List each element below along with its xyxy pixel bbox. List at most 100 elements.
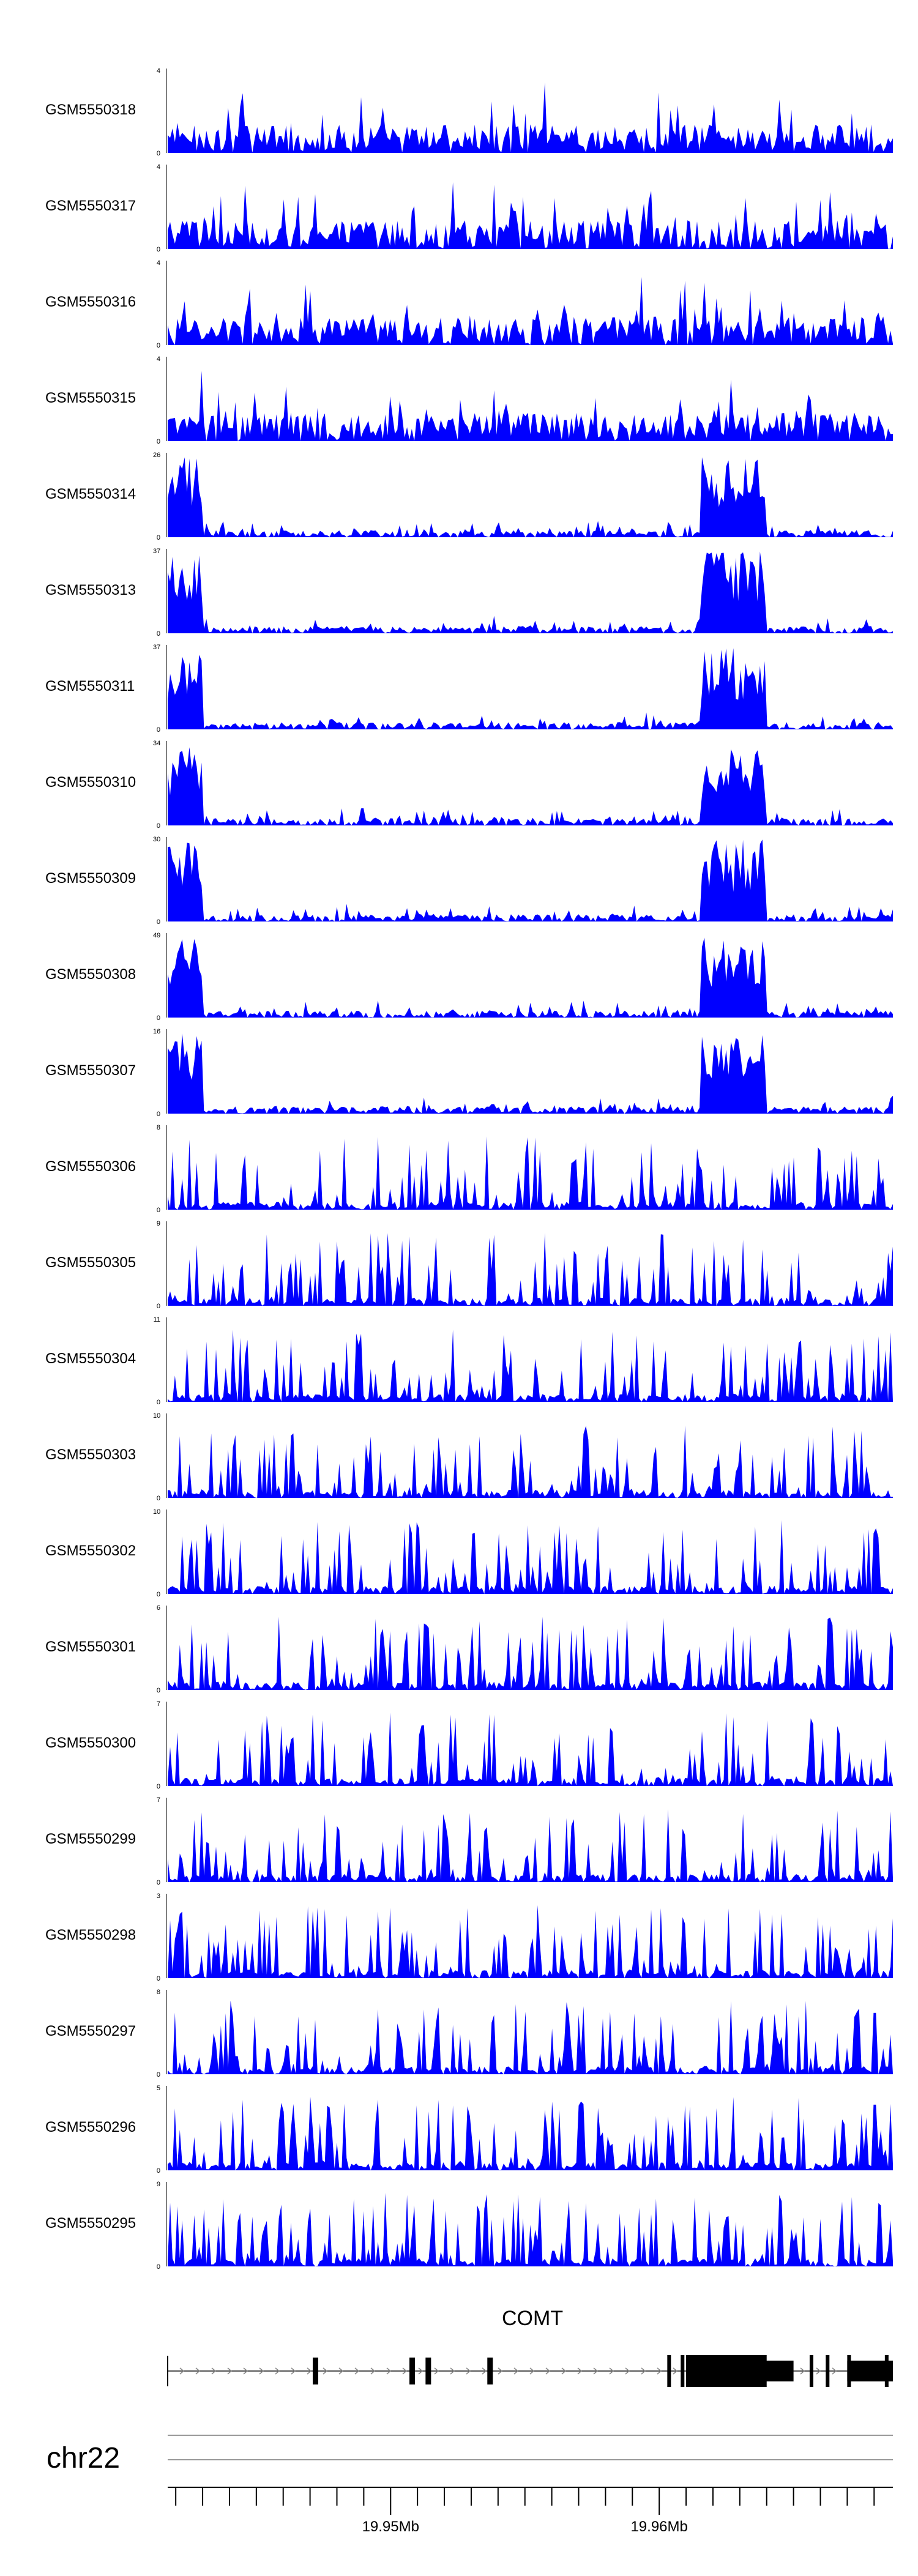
genome-axis-lines bbox=[168, 2435, 893, 2515]
strand-arrow bbox=[577, 2367, 583, 2375]
coverage-area bbox=[168, 2000, 893, 2074]
track-ymin-label: 0 bbox=[156, 918, 160, 926]
track-label: GSM5550303 bbox=[45, 1446, 136, 1463]
track-ymax-label: 9 bbox=[156, 2181, 160, 2188]
track-ymin-label: 0 bbox=[156, 630, 160, 638]
coverage-track: GSM5550308 49 0 bbox=[0, 931, 918, 1027]
strand-arrow bbox=[593, 2367, 599, 2375]
coverage-track: GSM5550313 37 0 bbox=[0, 546, 918, 642]
coverage-track: GSM5550298 3 0 bbox=[0, 1891, 918, 1987]
track-label: GSM5550307 bbox=[45, 1062, 136, 1079]
track-ymax-label: 7 bbox=[156, 1796, 160, 1804]
track-label: GSM5550313 bbox=[45, 582, 136, 598]
track-plot bbox=[166, 1990, 893, 2074]
track-plot bbox=[166, 1317, 893, 1402]
track-label: GSM5550315 bbox=[45, 390, 136, 406]
gene-name-label: COMT bbox=[502, 2307, 564, 2330]
gene-exon bbox=[313, 2358, 318, 2384]
track-label: GSM5550308 bbox=[45, 966, 136, 983]
strand-arrow bbox=[657, 2367, 662, 2375]
strand-arrow bbox=[450, 2367, 455, 2375]
strand-arrow bbox=[323, 2367, 328, 2375]
track-plot bbox=[166, 837, 893, 921]
track-ymax-label: 5 bbox=[156, 2085, 160, 2092]
coverage-area bbox=[168, 182, 893, 249]
coverage-area bbox=[168, 371, 893, 441]
gene-exon bbox=[681, 2355, 685, 2387]
coverage-area bbox=[168, 1520, 893, 1594]
track-label: GSM5550299 bbox=[45, 1831, 136, 1847]
strand-arrow bbox=[498, 2367, 503, 2375]
coverage-area bbox=[168, 1905, 893, 1978]
gene-exon bbox=[425, 2358, 431, 2384]
track-ymin-label: 0 bbox=[156, 1111, 160, 1118]
track-ymin-label: 0 bbox=[156, 342, 160, 349]
coverage-area bbox=[168, 1425, 893, 1498]
strand-arrow bbox=[673, 2367, 678, 2375]
track-label: GSM5550310 bbox=[45, 774, 136, 791]
strand-arrow bbox=[561, 2367, 567, 2375]
track-ymin-label: 0 bbox=[156, 1014, 160, 1022]
coverage-track: GSM5550314 26 0 bbox=[0, 450, 918, 546]
track-ymin-label: 0 bbox=[156, 1879, 160, 1886]
strand-arrow bbox=[211, 2367, 217, 2375]
track-label: GSM5550296 bbox=[45, 2119, 136, 2135]
strand-arrow bbox=[545, 2367, 551, 2375]
strand-arrow bbox=[338, 2367, 344, 2375]
track-ymin-label: 0 bbox=[156, 246, 160, 253]
track-ymin-label: 0 bbox=[156, 534, 160, 542]
track-label: GSM5550306 bbox=[45, 1158, 136, 1175]
track-ymax-label: 30 bbox=[153, 836, 161, 843]
track-label: GSM5550314 bbox=[45, 486, 136, 502]
track-ymin-label: 0 bbox=[156, 2263, 160, 2271]
coverage-track: GSM5550297 8 0 bbox=[0, 1987, 918, 2083]
track-plot bbox=[166, 549, 893, 633]
track-ymin-label: 0 bbox=[156, 726, 160, 734]
coverage-track: GSM5550311 37 0 bbox=[0, 642, 918, 739]
coverage-track: GSM5550304 11 0 bbox=[0, 1315, 918, 1411]
track-plot bbox=[166, 69, 893, 153]
track-ymin-label: 0 bbox=[156, 1399, 160, 1406]
coverage-area bbox=[168, 1330, 893, 1402]
coverage-track: GSM5550305 9 0 bbox=[0, 1219, 918, 1315]
coverage-area bbox=[168, 2192, 893, 2266]
track-plot bbox=[166, 1125, 893, 1210]
coverage-area bbox=[168, 648, 893, 729]
track-plot bbox=[166, 1413, 893, 1498]
strand-arrow bbox=[179, 2367, 185, 2375]
coverage-track: GSM5550316 4 0 bbox=[0, 258, 918, 354]
track-ymax-label: 6 bbox=[156, 1604, 160, 1612]
track-ymin-label: 0 bbox=[156, 438, 160, 445]
strand-arrow bbox=[466, 2367, 471, 2375]
coverage-area bbox=[168, 1233, 893, 1306]
gene-exon bbox=[487, 2358, 493, 2384]
strand-arrow bbox=[275, 2367, 280, 2375]
track-ymax-label: 16 bbox=[153, 1028, 161, 1035]
coverage-area bbox=[168, 1033, 893, 1114]
track-ymin-label: 0 bbox=[156, 2071, 160, 2079]
strand-arrow bbox=[307, 2367, 312, 2375]
strand-arrow bbox=[434, 2367, 439, 2375]
axis-tick-label: 19.96Mb bbox=[630, 2518, 688, 2535]
strand-arrow bbox=[370, 2367, 376, 2375]
gene-exon bbox=[409, 2358, 415, 2384]
track-ymax-label: 4 bbox=[156, 259, 160, 267]
track-plot bbox=[166, 741, 893, 825]
coverage-area bbox=[168, 551, 893, 633]
coverage-area bbox=[168, 839, 893, 921]
track-ymax-label: 11 bbox=[153, 1316, 160, 1323]
track-plot bbox=[166, 357, 893, 441]
track-label: GSM5550295 bbox=[45, 2215, 136, 2232]
coverage-area bbox=[168, 1809, 893, 1882]
track-ymax-label: 4 bbox=[156, 163, 160, 171]
strand-arrow bbox=[800, 2367, 805, 2375]
strand-arrow bbox=[402, 2367, 408, 2375]
track-plot bbox=[166, 933, 893, 1018]
track-ymin-label: 0 bbox=[156, 1495, 160, 1502]
track-ymin-label: 0 bbox=[156, 1687, 160, 1694]
track-ymax-label: 26 bbox=[153, 452, 161, 459]
strand-arrow bbox=[386, 2367, 392, 2375]
axis-tick-label: 19.95Mb bbox=[362, 2518, 419, 2535]
coverage-track: GSM5550309 30 0 bbox=[0, 835, 918, 931]
track-ymax-label: 3 bbox=[156, 1893, 160, 1900]
